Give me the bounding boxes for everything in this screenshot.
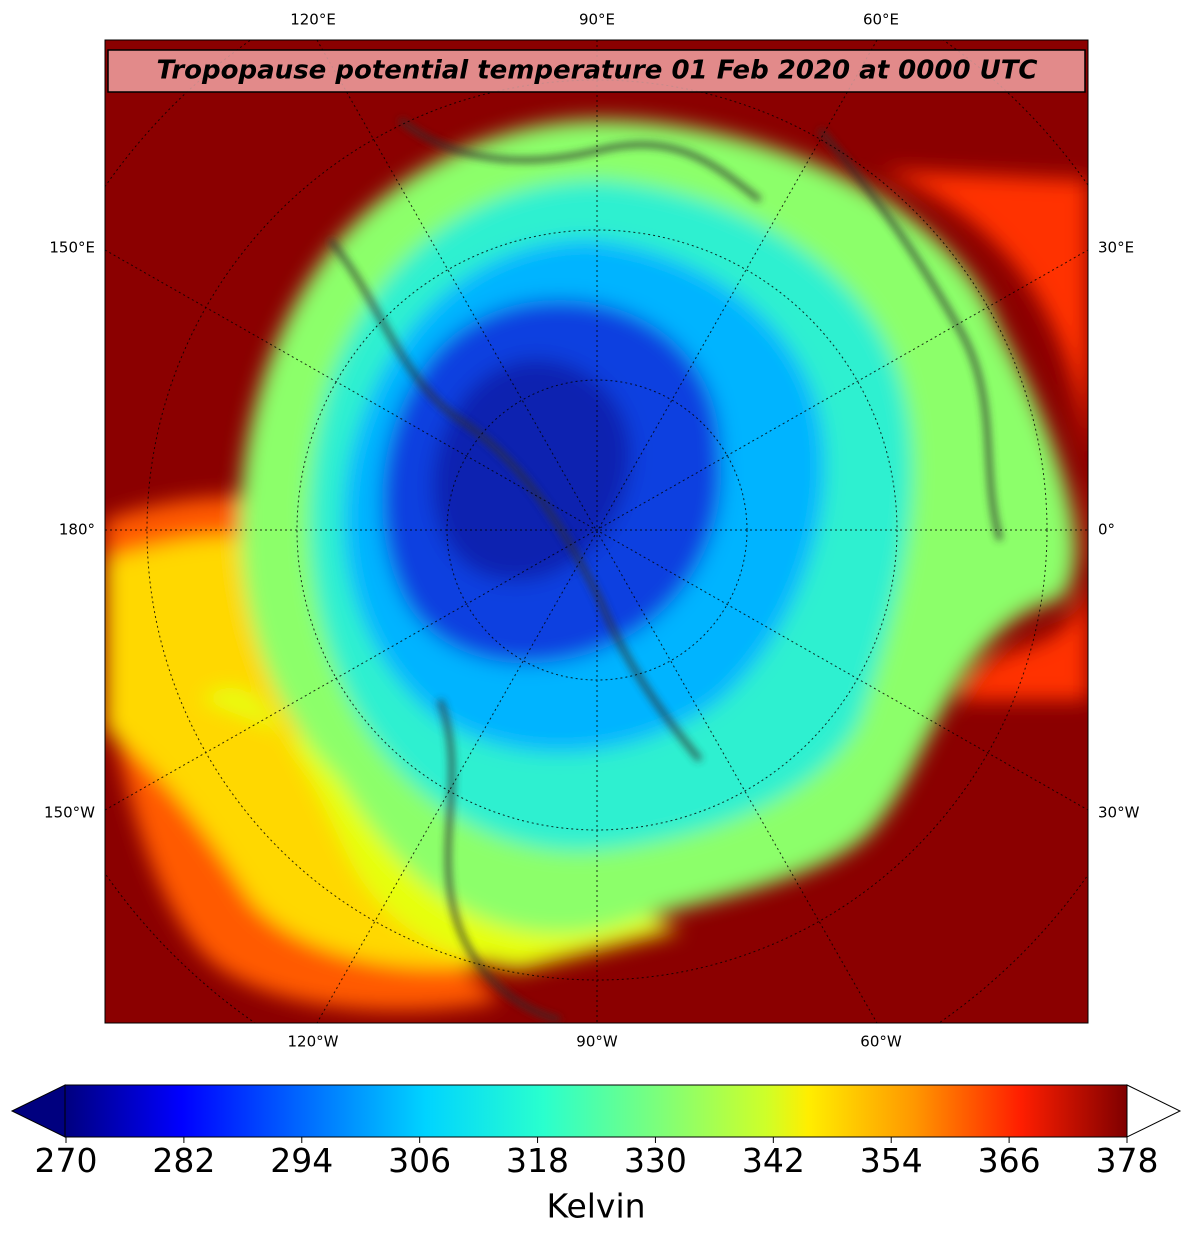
colorbar-tick-label: 282 bbox=[152, 1141, 215, 1180]
colorbar-tick-label: 270 bbox=[35, 1141, 98, 1180]
colorbar: Kelvin 270 282 294 306 318 330 342 354 366 378 bbox=[10, 1084, 1182, 1226]
colorbar-tick-label: 318 bbox=[506, 1141, 569, 1180]
lon-label: 60°W bbox=[860, 1033, 902, 1051]
colorbar-tick-label: 306 bbox=[388, 1141, 451, 1180]
lon-label: 0° bbox=[1098, 521, 1115, 539]
colorbar-tick-label: 330 bbox=[624, 1141, 687, 1180]
colorbar-tick-label: 354 bbox=[860, 1141, 923, 1180]
lon-label: 90°W bbox=[576, 1033, 618, 1051]
lon-label: 120°E bbox=[290, 11, 336, 29]
lon-label: 30°E bbox=[1098, 239, 1134, 257]
lon-label: 90°E bbox=[579, 11, 615, 29]
lon-label: 150°W bbox=[44, 804, 95, 822]
colorbar-tick-label: 294 bbox=[270, 1141, 333, 1180]
lon-label: 60°E bbox=[863, 11, 899, 29]
lon-label: 30°W bbox=[1098, 804, 1140, 822]
lon-label: 120°W bbox=[288, 1033, 339, 1051]
lon-label: 150°E bbox=[49, 239, 95, 257]
colorbar-tick-label: 366 bbox=[978, 1141, 1041, 1180]
colorbar-tick-label: 342 bbox=[742, 1141, 805, 1180]
map-field: Tropopause potential temperature 01 Feb … bbox=[105, 40, 1088, 1023]
lon-label: 180° bbox=[59, 521, 95, 539]
colorbar-label: Kelvin bbox=[546, 1187, 645, 1226]
map-title: Tropopause potential temperature 01 Feb … bbox=[156, 56, 1037, 86]
colorbar-tick-label: 378 bbox=[1096, 1141, 1159, 1180]
